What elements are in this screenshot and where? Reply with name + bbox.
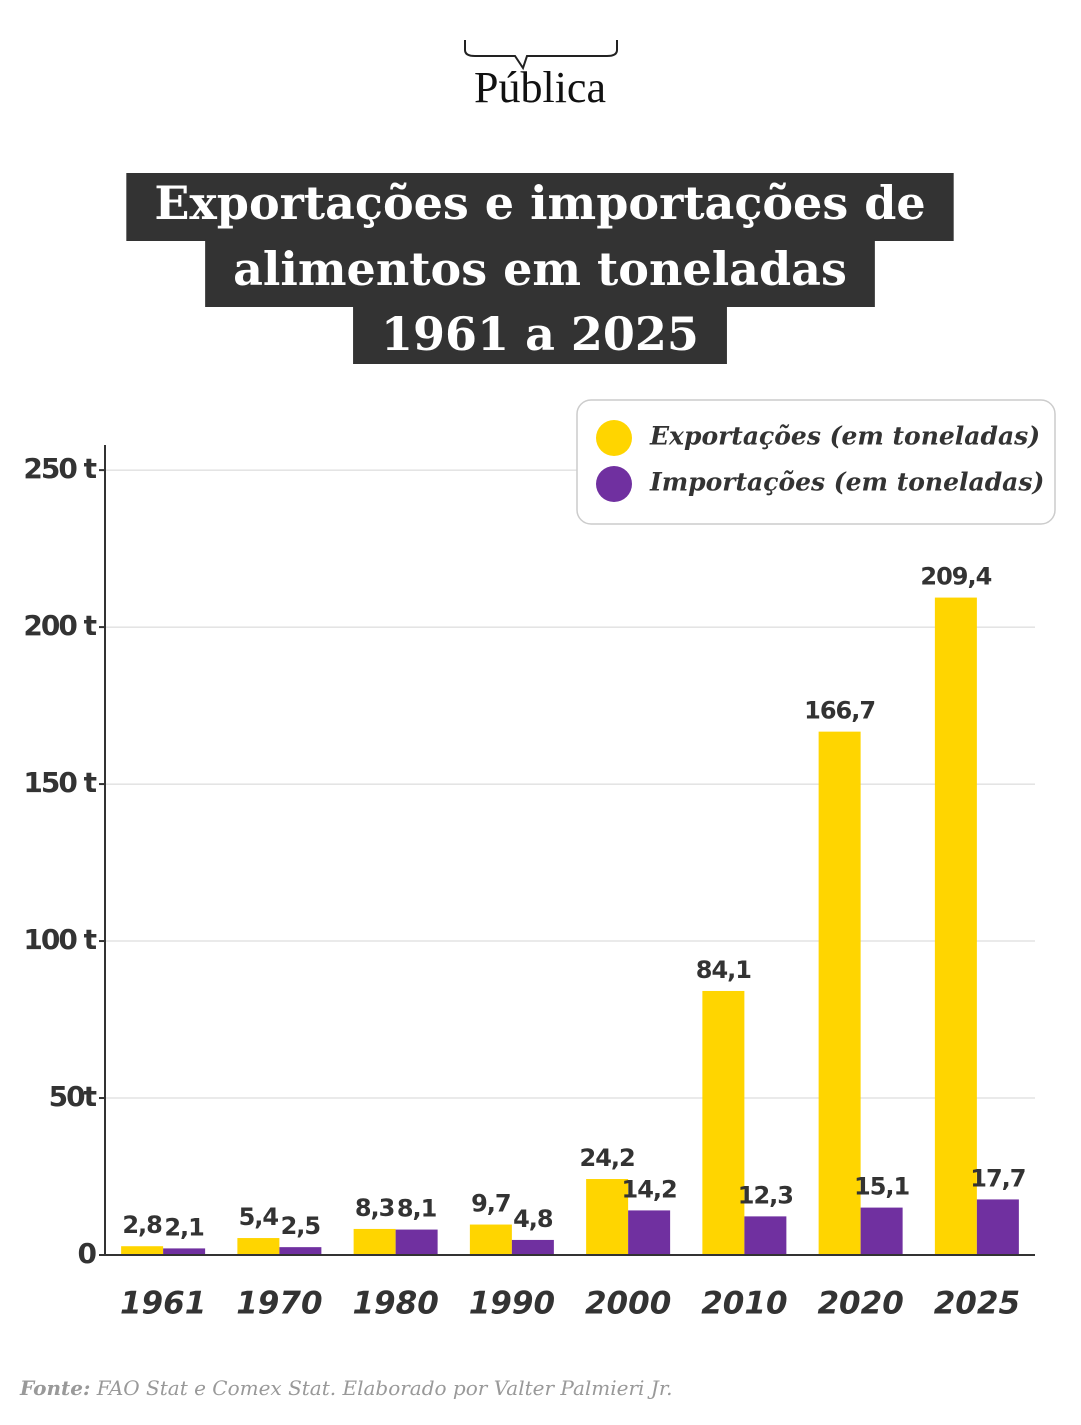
title-box	[353, 304, 727, 364]
brand-logo: Pública	[474, 63, 606, 112]
bar	[279, 1247, 322, 1255]
title-box	[126, 173, 954, 241]
source-note: Fonte: FAO Stat e Comex Stat. Elaborado …	[19, 1376, 673, 1400]
bar	[163, 1248, 206, 1255]
x-tick-label: 1961	[120, 1286, 206, 1322]
x-tick-label: 2010	[701, 1286, 787, 1322]
bar	[395, 1229, 438, 1255]
y-tick-label: 100 t	[23, 923, 96, 956]
value-label: 2,5	[281, 1212, 321, 1240]
bar	[976, 1199, 1019, 1255]
y-tick-label: 0	[78, 1237, 97, 1270]
bar	[237, 1238, 280, 1255]
bar	[702, 990, 745, 1255]
legend-box	[576, 399, 1056, 525]
chart-title: Exportações e importações de	[154, 176, 925, 230]
bar	[469, 1224, 512, 1255]
value-label: 2,1	[164, 1213, 204, 1241]
bar	[628, 1210, 671, 1255]
value-label: 12,3	[738, 1181, 793, 1209]
legend-label: Importações (em toneladas)	[649, 468, 1044, 497]
x-tick-label: 2025	[934, 1286, 1020, 1322]
value-label: 5,4	[239, 1203, 279, 1231]
bar	[121, 1246, 164, 1255]
bar	[586, 1179, 629, 1255]
x-tick-label: 1990	[469, 1286, 555, 1322]
bar	[353, 1228, 396, 1255]
value-label: 209,4	[920, 563, 991, 591]
source-label: Fonte:	[19, 1376, 90, 1400]
value-label: 2,8	[122, 1211, 162, 1239]
y-tick-label: 250 t	[23, 452, 96, 485]
x-tick-label: 1970	[236, 1286, 322, 1322]
legend-label: Exportações (em toneladas)	[649, 422, 1040, 451]
x-tick-label: 1980	[352, 1286, 438, 1322]
value-label: 166,7	[804, 697, 875, 725]
value-label: 8,3	[355, 1194, 395, 1222]
legend-swatch	[596, 466, 632, 502]
value-label: 15,1	[854, 1173, 910, 1201]
logo-bracket	[464, 40, 618, 71]
legend-swatch	[596, 420, 632, 456]
value-label: 24,2	[580, 1144, 635, 1172]
chart-title: alimentos em toneladas	[233, 242, 847, 296]
value-label: 9,7	[471, 1190, 511, 1218]
y-tick-label: 200 t	[23, 609, 96, 642]
y-tick-label: 50t	[49, 1080, 97, 1113]
value-label: 8,1	[397, 1195, 437, 1223]
title-box	[205, 239, 875, 307]
bar	[818, 731, 861, 1255]
value-label: 84,1	[696, 956, 752, 984]
chart-title: 1961 a 2025	[381, 307, 699, 361]
bar	[934, 597, 977, 1255]
value-label: 14,2	[622, 1175, 677, 1203]
bar	[744, 1216, 787, 1255]
y-tick-label: 150 t	[23, 766, 96, 799]
x-tick-label: 2000	[585, 1286, 671, 1322]
x-tick-label: 2020	[817, 1286, 903, 1322]
value-label: 4,8	[513, 1205, 553, 1233]
bar	[860, 1207, 903, 1255]
source-text: FAO Stat e Comex Stat. Elaborado por Val…	[96, 1376, 673, 1400]
bar	[511, 1239, 554, 1255]
value-label: 17,7	[970, 1164, 1025, 1192]
